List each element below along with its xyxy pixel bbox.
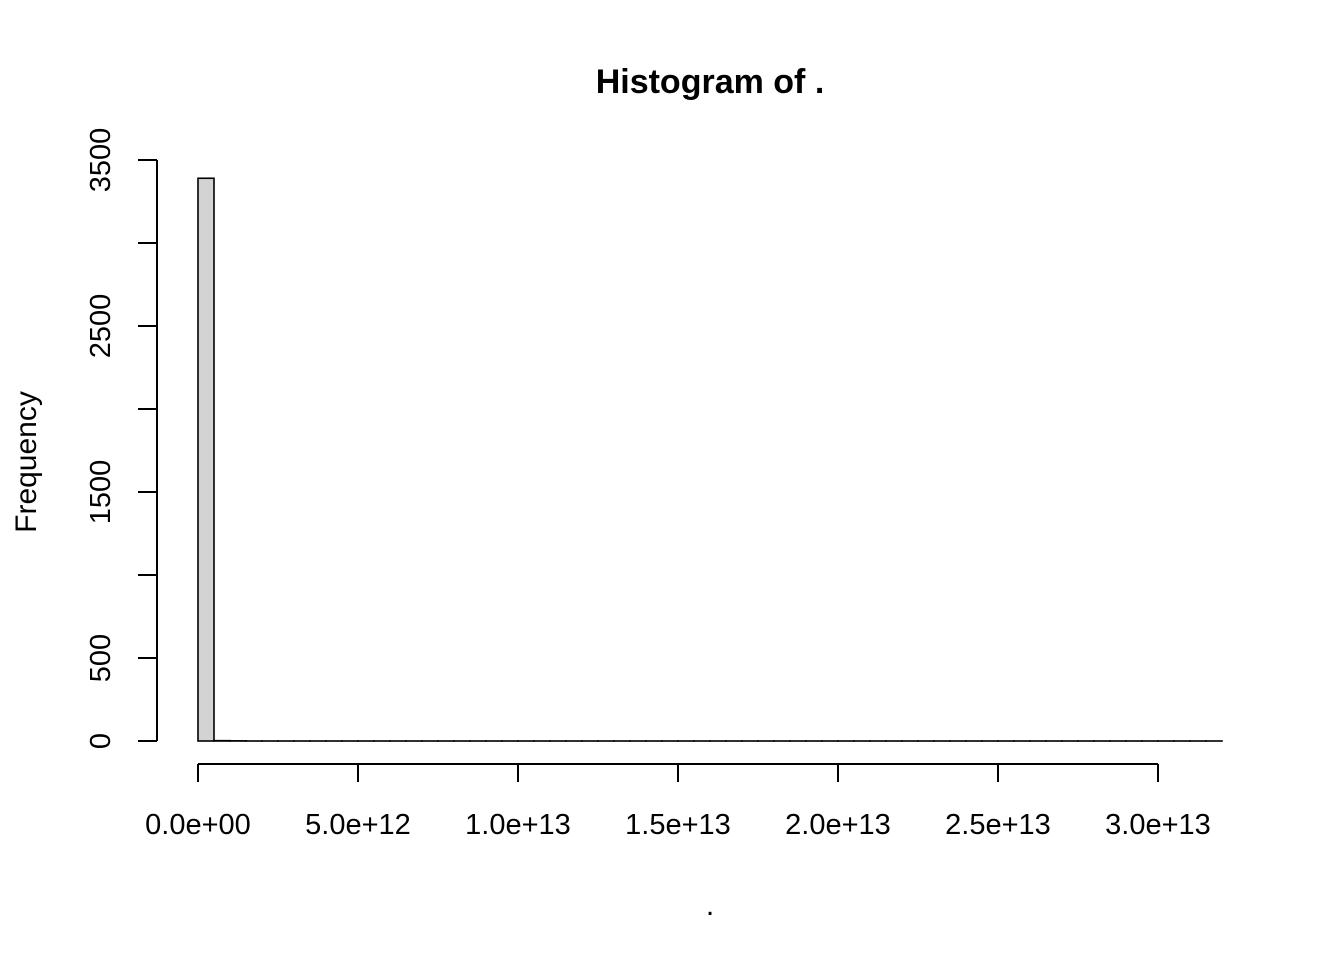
histogram-bar	[198, 178, 214, 741]
x-tick-label: 5.0e+12	[305, 809, 411, 841]
x-tick-label: 3.0e+13	[1105, 809, 1211, 841]
x-tick-label: 2.0e+13	[785, 809, 891, 841]
y-tick-label: 3500	[85, 128, 117, 193]
x-tick-label: 2.5e+13	[945, 809, 1051, 841]
y-axis: 0 500 1500 2500 3500	[85, 128, 157, 749]
x-axis: 0.0e+00 5.0e+12 1.0e+13 1.5e+13 2.0e+13 2.5e+…	[145, 764, 1211, 841]
x-tick-label: 0.0e+00	[145, 809, 251, 841]
x-axis-label: .	[706, 889, 714, 922]
y-tick-label: 0	[85, 733, 117, 749]
y-axis-label: Frequency	[10, 391, 43, 533]
x-tick-label: 1.5e+13	[625, 809, 731, 841]
y-tick-label: 1500	[85, 460, 117, 525]
x-tick-label: 1.0e+13	[465, 809, 571, 841]
y-tick-label: 500	[85, 634, 117, 682]
y-tick-label: 2500	[85, 294, 117, 359]
chart-title: Histogram of .	[596, 63, 825, 101]
bars-layer	[198, 178, 1222, 741]
